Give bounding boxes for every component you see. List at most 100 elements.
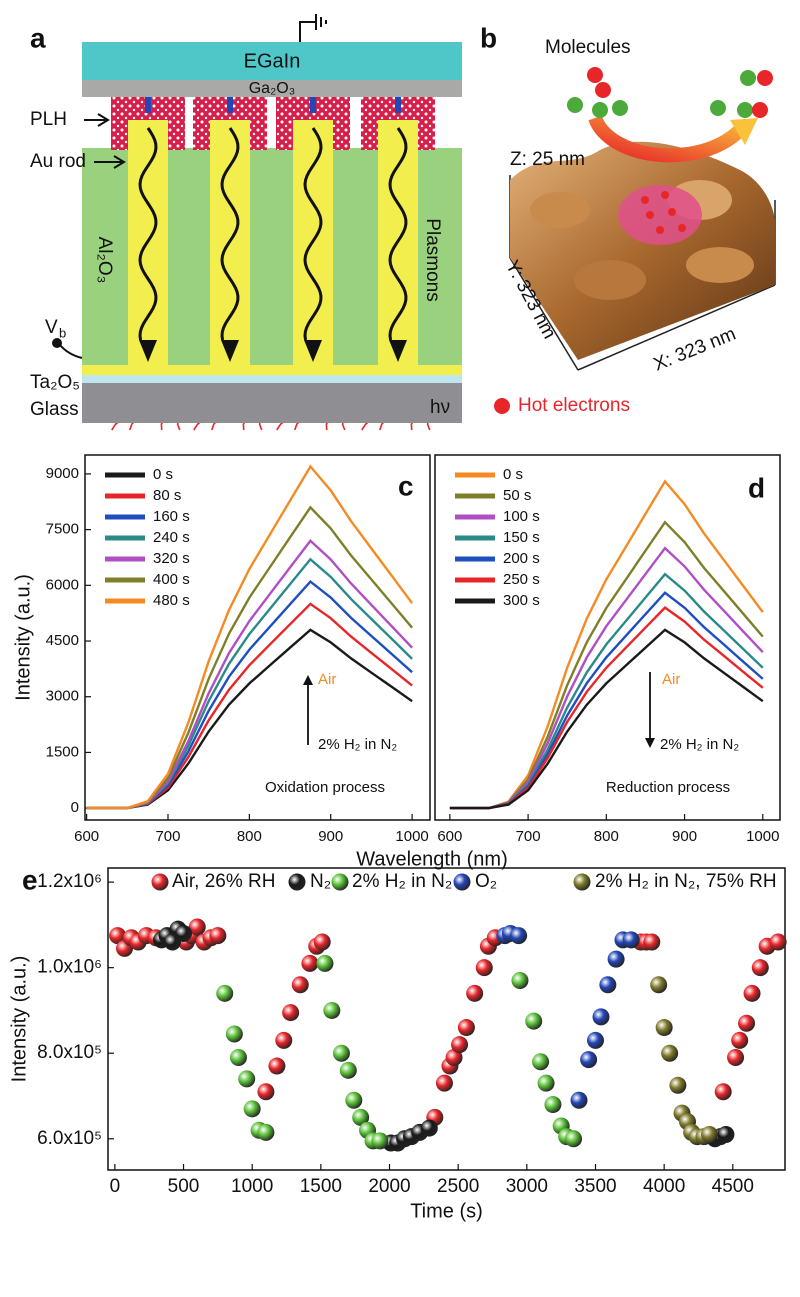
- molecules-label: Molecules: [545, 37, 631, 58]
- plasmon-wave: [388, 127, 408, 341]
- tantala-label: Ta₂O₅: [30, 372, 80, 393]
- x-tick-label: 0: [110, 1176, 121, 1197]
- data-point: [257, 1083, 275, 1101]
- legend-marker: [453, 873, 471, 891]
- contact: [145, 97, 151, 113]
- legend-label: 0 s: [153, 466, 173, 483]
- x-label: X: 323 nm: [651, 324, 739, 376]
- legend-label: 240 s: [153, 529, 190, 546]
- data-point: [717, 1125, 735, 1143]
- x-tick-label: 900: [672, 828, 697, 845]
- x-tick-label: 4000: [643, 1176, 685, 1197]
- data-point: [301, 954, 319, 972]
- panel-label: c: [398, 470, 414, 501]
- axes-box: [509, 175, 776, 371]
- contact: [395, 97, 401, 113]
- chart-scatter: 0 500 1000 1500 2000 2500 3000 3500 4000 4500 6.0x…: [8, 864, 787, 1222]
- data-point: [291, 976, 309, 994]
- data-point: [257, 1123, 275, 1141]
- legend-label: 150 s: [503, 529, 540, 546]
- y-tick-label: 8.0x10⁵: [37, 1042, 102, 1063]
- data-point: [769, 933, 787, 951]
- data-point: [420, 1119, 438, 1137]
- y-tick-label: 6.0x10⁵: [37, 1128, 102, 1149]
- panel-label: a: [30, 22, 46, 53]
- legend-label: 400 s: [153, 571, 190, 588]
- legend-label: 2% H₂ in N₂: [352, 871, 452, 892]
- plasmon-wave: [303, 127, 323, 341]
- legend-label: 320 s: [153, 550, 190, 567]
- data-point: [511, 972, 529, 990]
- data-point: [435, 1074, 453, 1092]
- bias-wire: [59, 344, 83, 359]
- glass-layer: [82, 383, 462, 423]
- x-tick-label: 3000: [506, 1176, 548, 1197]
- legend-label: 50 s: [503, 487, 531, 504]
- data-point: [316, 954, 334, 972]
- grain: [686, 247, 754, 283]
- data-point: [275, 1031, 293, 1049]
- plot-frame: [434, 454, 781, 821]
- x-axis-label: Wavelength (nm): [356, 848, 508, 870]
- grain: [574, 260, 646, 300]
- chart-line: 600 700 800 900 1000 d 0 s 50 s 100 s 150 s 200 s 2…: [434, 454, 781, 845]
- plh-arrow: [84, 113, 110, 127]
- data-point: [525, 1012, 543, 1030]
- spectrum-line: [86, 464, 414, 810]
- data-point: [751, 959, 769, 977]
- data-point: [209, 927, 227, 945]
- legend-label: 160 s: [153, 508, 190, 525]
- data-point: [565, 1130, 583, 1148]
- process-arrowhead: [303, 675, 313, 685]
- plot-frame: [84, 454, 431, 821]
- plot-frame: [107, 867, 786, 1171]
- annotation: Reduction process: [606, 779, 730, 796]
- y-axis-label: Intensity (a.u.): [8, 956, 30, 1083]
- data-point: [229, 1048, 247, 1066]
- data-point: [586, 1031, 604, 1049]
- active-site: [618, 185, 702, 245]
- plasmon-arrowhead: [389, 340, 407, 362]
- legend-marker: [288, 873, 306, 891]
- x-tick-label: 600: [437, 828, 462, 845]
- egain-label: EGaIn: [244, 50, 301, 72]
- data-point: [371, 1132, 389, 1150]
- x-tick-label: 2000: [368, 1176, 410, 1197]
- data-point: [510, 927, 528, 945]
- legend-label: 300 s: [503, 592, 540, 609]
- data-point: [268, 1057, 286, 1075]
- data-point: [743, 984, 761, 1002]
- data-point: [580, 1051, 598, 1069]
- data-point: [532, 1053, 550, 1071]
- reaction-arrowhead: [730, 118, 758, 145]
- plasmon-wave: [138, 127, 158, 341]
- legend-marker: [331, 873, 349, 891]
- y-axis-label: Intensity (a.u.): [12, 574, 34, 701]
- oxide-layer: [82, 80, 462, 97]
- data-point: [175, 924, 193, 942]
- process-arrowhead: [645, 738, 655, 748]
- data-point: [607, 950, 625, 968]
- x-tick-label: 900: [318, 828, 343, 845]
- plh-label: PLH: [30, 109, 67, 130]
- reaction-arrow: [588, 114, 745, 163]
- data-point: [188, 918, 206, 936]
- legend-label: 250 s: [503, 571, 540, 588]
- x-tick-label: 800: [237, 828, 262, 845]
- alumina-label: Al₂O₃: [94, 237, 115, 284]
- data-point: [451, 1036, 469, 1054]
- y-tick-label: 6000: [46, 576, 79, 593]
- x-tick-label: 3500: [574, 1176, 616, 1197]
- legend-label: Air, 26% RH: [172, 871, 275, 892]
- plasmons-label: Plasmons: [422, 218, 443, 301]
- data-point: [570, 1091, 588, 1109]
- rod-base: [82, 365, 462, 375]
- y-tick-label: 1.2x10⁶: [37, 871, 102, 892]
- molecules: [567, 67, 773, 118]
- data-point: [457, 1019, 475, 1037]
- legend-label: N₂: [310, 871, 331, 892]
- contact: [310, 97, 316, 113]
- data-point: [332, 1044, 350, 1062]
- x-tick-label: 1500: [300, 1176, 342, 1197]
